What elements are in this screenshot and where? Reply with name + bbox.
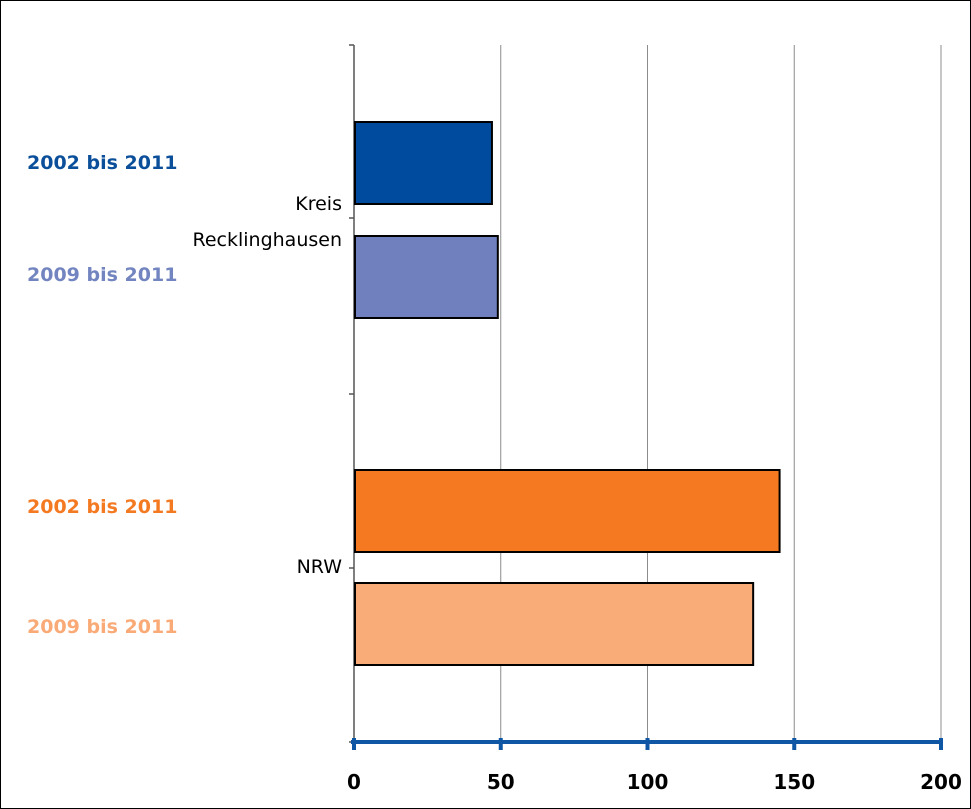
x-tick-label-100: 100 [627,770,669,794]
series-label-kreis-2009-2011: 2009 bis 2011 [27,264,177,286]
x-tick-label-0: 0 [347,770,361,794]
x-tick-label-150: 150 [773,770,815,794]
category-label-kreis-0: Kreis [295,193,342,215]
category-label-nrw-0: NRW [297,556,343,578]
series-label-nrw-2009-2011: 2009 bis 2011 [27,616,177,638]
category-label-kreis-1: Recklinghausen [192,229,342,251]
bar-kreis-2002-2011 [354,121,493,205]
x-tick-label-50: 50 [487,770,515,794]
bar-nrw-2009-2011 [354,582,755,666]
series-label-kreis-2002-2011: 2002 bis 2011 [27,152,177,174]
series-label-nrw-2002-2011: 2002 bis 2011 [27,496,177,518]
bar-nrw-2002-2011 [354,469,781,553]
x-tick-label-200: 200 [920,770,962,794]
bar-kreis-2009-2011 [354,235,499,319]
